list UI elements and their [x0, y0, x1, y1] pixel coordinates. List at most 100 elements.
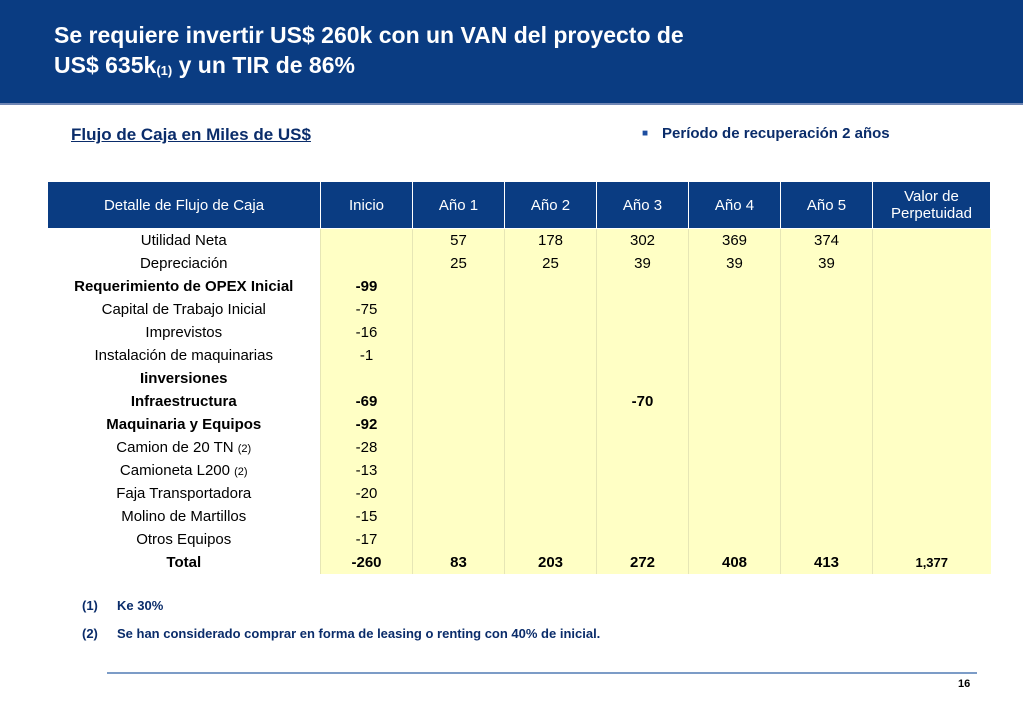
value-cell: [780, 344, 873, 367]
value-cell: [688, 344, 781, 367]
value-cell: 39: [596, 252, 689, 275]
value-cell: [872, 298, 991, 321]
row-label-text: Requerimiento de OPEX Inicial: [74, 278, 294, 295]
value-cell: [688, 505, 781, 528]
value-cell: 374: [780, 228, 873, 252]
column-header: Detalle de Flujo de Caja: [47, 181, 321, 229]
column-header: Año 2: [504, 181, 597, 229]
value-cell: [780, 275, 873, 298]
title-line-2-suffix: y un TIR de 86%: [172, 52, 355, 78]
value-cell: 83: [412, 551, 505, 574]
table-row: Requerimiento de OPEX Inicial -99: [47, 275, 991, 298]
value-cell: 39: [780, 252, 873, 275]
table-row: Infraestructura -69 -70: [47, 390, 991, 413]
table-row: Camioneta L200 (2) -13: [47, 459, 991, 482]
value-cell: [872, 321, 991, 344]
value-cell: [596, 528, 689, 551]
row-label-text: Faja Transportadora: [116, 485, 252, 502]
value-cell: [596, 436, 689, 459]
square-bullet-icon: ■: [642, 128, 649, 139]
value-cell: [872, 228, 991, 252]
value-cell: [872, 390, 991, 413]
row-label-text: Iinversiones: [139, 370, 228, 387]
value-cell: [504, 505, 597, 528]
value-cell: 408: [688, 551, 781, 574]
value-cell: [872, 436, 991, 459]
value-cell: -28: [320, 436, 413, 459]
value-cell: [596, 367, 689, 390]
table-row: Capital de Trabajo Inicial -75: [47, 298, 991, 321]
row-footnote-ref: (2): [237, 443, 252, 455]
value-cell: [780, 505, 873, 528]
value-cell: [320, 367, 413, 390]
value-cell: [412, 482, 505, 505]
row-label-text: Depreciación: [139, 255, 228, 272]
value-cell: [872, 482, 991, 505]
value-cell: [596, 505, 689, 528]
row-label-text: Infraestructura: [130, 393, 237, 410]
value-cell: 272: [596, 551, 689, 574]
column-header: Año 5: [780, 181, 873, 229]
slide-header: Se requiere invertir US$ 260k con un VAN…: [0, 0, 1023, 105]
column-header: Inicio: [320, 181, 413, 229]
value-cell: [780, 459, 873, 482]
value-cell: [872, 505, 991, 528]
value-cell: 25: [504, 252, 597, 275]
value-cell: 178: [504, 228, 597, 252]
value-cell: -260: [320, 551, 413, 574]
table-row: Faja Transportadora -20: [47, 482, 991, 505]
row-footnote-ref: (2): [234, 466, 248, 478]
value-cell: [780, 321, 873, 344]
row-label: Capital de Trabajo Inicial: [47, 298, 321, 321]
value-cell: -17: [320, 528, 413, 551]
value-cell: [412, 321, 505, 344]
value-cell: [780, 482, 873, 505]
value-cell: [596, 413, 689, 436]
value-cell: -69: [320, 390, 413, 413]
value-cell: [872, 413, 991, 436]
value-cell: [320, 252, 413, 275]
row-label: Infraestructura: [47, 390, 321, 413]
page-number: 16: [958, 678, 971, 690]
value-cell: 25: [412, 252, 505, 275]
row-label-text: Total: [166, 554, 202, 571]
value-cell: [412, 459, 505, 482]
value-cell: [504, 459, 597, 482]
title-reference: (1): [156, 63, 173, 78]
row-label-text: Otros Equipos: [136, 531, 232, 548]
value-cell: [780, 413, 873, 436]
value-cell: [412, 390, 505, 413]
value-cell: [504, 367, 597, 390]
table-row: Utilidad Neta 57 178 302 369 374: [47, 228, 991, 252]
row-label-text: Capital de Trabajo Inicial: [101, 301, 266, 318]
value-cell: [780, 298, 873, 321]
value-cell: [412, 528, 505, 551]
value-cell: [504, 482, 597, 505]
table-row: Otros Equipos -17: [47, 528, 991, 551]
value-cell: -1: [320, 344, 413, 367]
row-label: Imprevistos: [47, 321, 321, 344]
value-cell: -20: [320, 482, 413, 505]
value-cell: [780, 528, 873, 551]
value-cell: [780, 367, 873, 390]
value-cell: [872, 275, 991, 298]
value-cell: [412, 298, 505, 321]
value-cell: -92: [320, 413, 413, 436]
table-row: Instalación de maquinarias -1: [47, 344, 991, 367]
row-label: Utilidad Neta: [47, 228, 321, 252]
value-cell: [320, 228, 413, 252]
table-row: Camion de 20 TN (2) -28: [47, 436, 991, 459]
value-cell: [872, 367, 991, 390]
row-label: Molino de Martillos: [47, 505, 321, 528]
value-cell: [872, 528, 991, 551]
row-label: Total: [47, 551, 321, 574]
value-cell: [412, 436, 505, 459]
value-cell: [872, 459, 991, 482]
value-cell: [504, 413, 597, 436]
title-line-1: Se requiere invertir US$ 260k con un VAN…: [54, 22, 684, 48]
payback-bullet: ■ Período de recuperación 2 años: [642, 125, 890, 142]
value-cell: [688, 436, 781, 459]
row-label: Iinversiones: [47, 367, 321, 390]
value-cell: [688, 482, 781, 505]
title-line-2: US$ 635k(1) y un TIR de 86%: [54, 50, 684, 84]
